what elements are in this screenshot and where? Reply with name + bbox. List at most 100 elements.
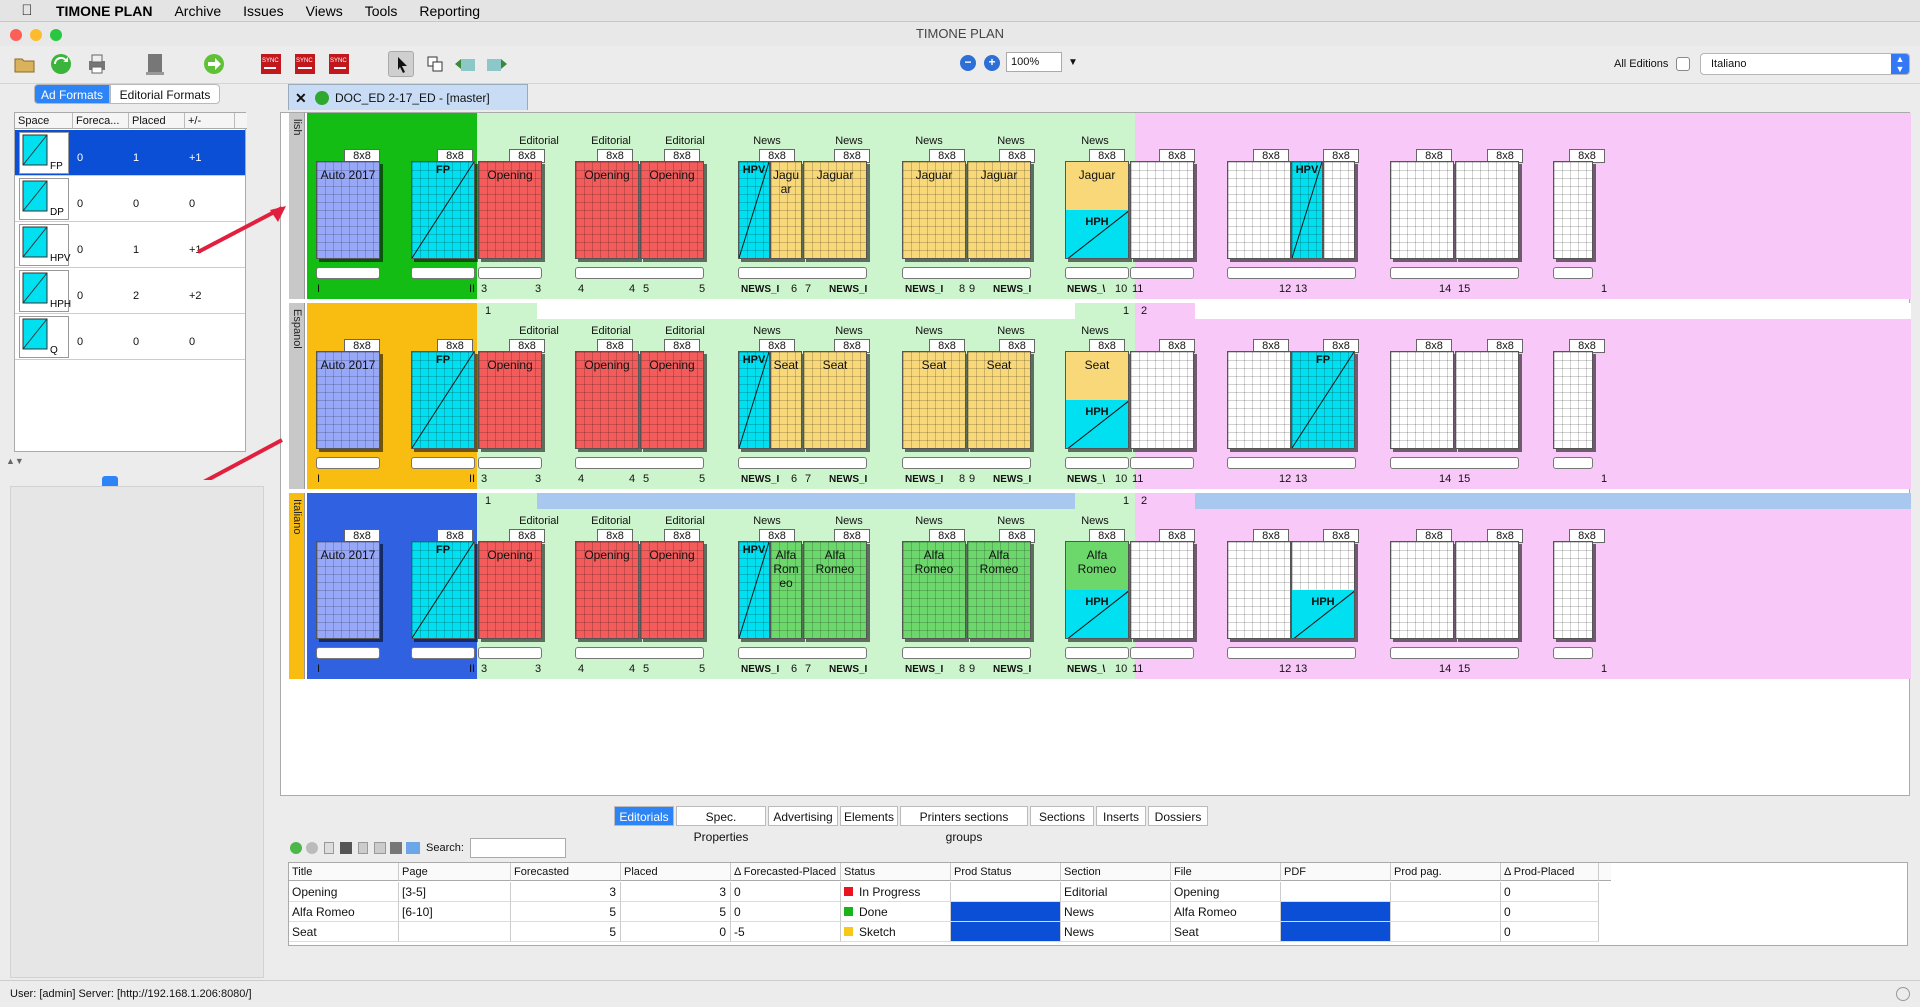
page-hpv[interactable]: HPV [738, 541, 770, 639]
copy-pages-icon[interactable] [422, 51, 448, 77]
cell-forecast[interactable]: 5 [511, 922, 621, 942]
zoom-dropdown-icon[interactable]: ▼ [1068, 57, 1078, 68]
page-brand[interactable]: Alfa Romeo [902, 541, 966, 639]
cell-placed[interactable]: 3 [621, 882, 731, 902]
page-brand-hph[interactable]: Seat HPH [1065, 351, 1129, 449]
search-input[interactable] [470, 838, 566, 858]
cell-status[interactable]: Sketch [841, 922, 951, 942]
cell-file[interactable]: Opening [1171, 882, 1281, 902]
page-brand[interactable]: Alfa Romeo [967, 541, 1031, 639]
format-row[interactable]: Q 0 0 0 [15, 314, 245, 360]
menu-tools[interactable]: Tools [364, 2, 398, 19]
menu-archive[interactable]: Archive [174, 2, 222, 19]
page-opening[interactable]: Opening [575, 541, 639, 639]
col-header[interactable]: Placed [621, 863, 731, 881]
menu-issues[interactable]: Issues [243, 2, 284, 19]
menu-app[interactable]: TIMONE PLAN [56, 2, 153, 19]
grid-icon[interactable] [340, 842, 352, 854]
tab-advertising[interactable]: Advertising [768, 806, 838, 826]
page-blank[interactable] [1323, 161, 1355, 259]
image-icon[interactable] [406, 842, 420, 854]
minimize-window-button[interactable] [30, 29, 42, 41]
cell-empty[interactable] [951, 922, 1061, 942]
page-slot[interactable] [1390, 647, 1519, 659]
page-blank[interactable] [1390, 541, 1454, 639]
page-slot[interactable] [902, 457, 1031, 469]
page-hpv[interactable]: HPV [738, 161, 770, 259]
col-header[interactable]: Forecasted [511, 863, 621, 881]
cell-status[interactable]: Done [841, 902, 951, 922]
document-tab[interactable]: ✕ DOC_ED 2-17_ED - [master] [288, 84, 528, 110]
page-brand[interactable]: Seat [803, 351, 867, 449]
format-row[interactable]: FP 0 1 +1 [15, 130, 245, 176]
page-hpv[interactable]: HPV [738, 351, 770, 449]
page-blank[interactable] [1227, 541, 1291, 639]
tab-dossiers[interactable]: Dossiers [1148, 806, 1208, 826]
move-right-icon[interactable] [484, 51, 510, 77]
cell-placed[interactable]: 5 [621, 902, 731, 922]
page-slot[interactable] [316, 267, 380, 279]
cell-empty[interactable] [951, 882, 1061, 902]
cell-empty[interactable] [1281, 922, 1391, 942]
zoom-field[interactable]: 100% [1006, 52, 1062, 72]
tab-inserts[interactable]: Inserts [1096, 806, 1146, 826]
page-slot[interactable] [1065, 457, 1129, 469]
page-opening[interactable]: Opening [478, 541, 542, 639]
tab-editorials[interactable]: Editorials [614, 806, 674, 826]
col-forecast[interactable]: Foreca... [73, 113, 129, 129]
page-blank[interactable] [1227, 161, 1291, 259]
cell-file[interactable]: Seat [1171, 922, 1281, 942]
page-opening[interactable]: Opening [640, 541, 704, 639]
page-blank[interactable] [1455, 351, 1519, 449]
page-slot[interactable] [902, 267, 1031, 279]
tab-ad-formats[interactable]: Ad Formats [34, 84, 110, 104]
page-opening[interactable]: Opening [478, 351, 542, 449]
close-window-button[interactable] [10, 29, 22, 41]
page-brand[interactable]: Jaguar [967, 161, 1031, 259]
cell-prod_delta[interactable]: 0 [1501, 902, 1599, 922]
col-header[interactable]: Prod Status [951, 863, 1061, 881]
cell-forecast[interactable]: 5 [511, 902, 621, 922]
page-blank[interactable] [1553, 541, 1593, 639]
cell-empty[interactable] [1281, 882, 1391, 902]
col-header[interactable]: Page [399, 863, 511, 881]
cell-delta[interactable]: -5 [731, 922, 841, 942]
format-row[interactable]: HPV 0 1 +1 [15, 222, 245, 268]
col-header[interactable]: File [1171, 863, 1281, 881]
page-slot[interactable] [738, 647, 867, 659]
col-placed[interactable]: Placed [129, 113, 185, 129]
col-header[interactable]: Status [841, 863, 951, 881]
cell-title[interactable]: Alfa Romeo [289, 902, 399, 922]
page-slot[interactable] [411, 267, 475, 279]
print-icon[interactable] [84, 51, 110, 77]
page-slot[interactable] [575, 647, 704, 659]
col-header[interactable]: Δ Forecasted-Placed [731, 863, 841, 881]
page-fp[interactable]: FP [1291, 351, 1355, 449]
page-slot[interactable] [1390, 457, 1519, 469]
col-delta[interactable]: +/- [185, 113, 235, 129]
delete-icon[interactable] [306, 842, 318, 854]
page-fp[interactable]: FP [411, 351, 475, 449]
page-slot[interactable] [1227, 457, 1356, 469]
page-slot[interactable] [478, 267, 542, 279]
cell-section[interactable]: Editorial [1061, 882, 1171, 902]
print-list-icon[interactable] [390, 842, 402, 854]
page-auto[interactable]: Auto 2017 [316, 541, 380, 639]
menu-reporting[interactable]: Reporting [419, 2, 481, 19]
cell-empty[interactable] [1391, 922, 1501, 942]
go-forward-icon[interactable] [201, 51, 227, 77]
page-slot[interactable] [1130, 457, 1194, 469]
page-hph[interactable]: HPH [1291, 541, 1355, 639]
cell-empty[interactable] [1391, 882, 1501, 902]
cell-empty[interactable] [1391, 902, 1501, 922]
page-slot[interactable] [316, 457, 380, 469]
page-fp[interactable]: FP [411, 161, 475, 259]
cell-forecast[interactable]: 3 [511, 882, 621, 902]
cell-status[interactable]: In Progress [841, 882, 951, 902]
page-slot[interactable] [478, 457, 542, 469]
format-row[interactable]: DP 0 0 0 [15, 176, 245, 222]
col-space[interactable]: Space [15, 113, 73, 129]
col-header[interactable]: Δ Prod-Placed [1501, 863, 1599, 881]
page-slot[interactable] [1553, 647, 1593, 659]
page-brand-hph[interactable]: Jaguar HPH [1065, 161, 1129, 259]
